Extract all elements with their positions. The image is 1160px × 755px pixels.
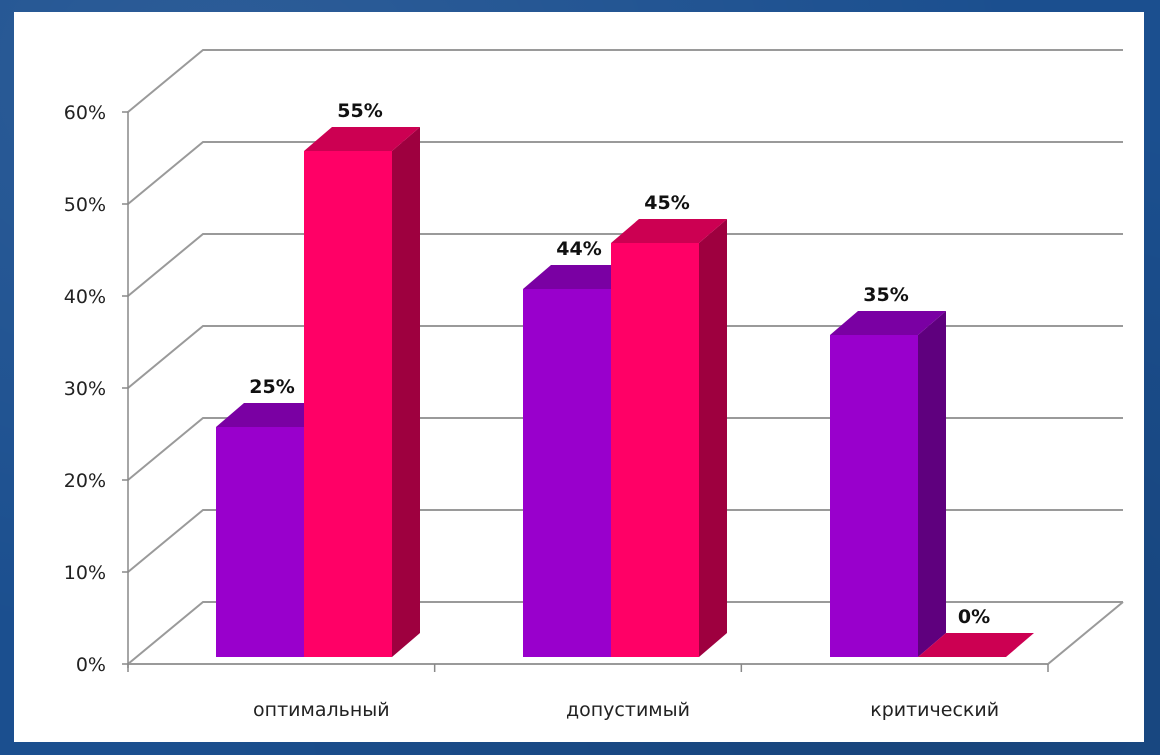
bar-top-1-0 [523, 265, 639, 289]
bar-1-0 [523, 289, 611, 657]
data-label: 35% [863, 284, 908, 306]
gridline [127, 417, 1123, 481]
gridline [127, 601, 1123, 665]
chart-panel: 0% 10% 20% 30% 40% 50% 60% 25% 55% оптимальный 44%… [14, 12, 1144, 742]
bar-2-0 [830, 335, 918, 657]
x-category-label: оптимальный [253, 699, 390, 721]
y-tick-label: 0% [76, 654, 106, 676]
bar-chart: 0% 10% 20% 30% 40% 50% 60% 25% 55% оптимальный 44%… [64, 49, 1124, 721]
gridline [127, 509, 1123, 573]
data-label: 0% [958, 606, 990, 628]
bar-0-0 [216, 427, 304, 657]
gridline [127, 141, 1123, 205]
bar-0-1 [304, 151, 392, 657]
gridline [127, 325, 1123, 389]
gridline [127, 49, 1123, 113]
bar-top-2-0 [830, 311, 946, 335]
bar-top-2-1 [918, 633, 1034, 657]
bar-top-1-1 [611, 219, 727, 243]
bar-side-0-1 [392, 127, 420, 657]
bar-side-1-1 [699, 219, 727, 657]
data-label: 25% [249, 376, 294, 398]
y-tick-label: 60% [64, 102, 106, 124]
y-tick-label: 40% [64, 286, 106, 308]
y-tick-label: 50% [64, 194, 106, 216]
x-category-label: допустимый [566, 699, 690, 721]
y-tick-label: 20% [64, 470, 106, 492]
bar-top-0-1 [304, 127, 420, 151]
bar-1-1 [611, 243, 699, 657]
x-category-label: критический [870, 699, 999, 721]
data-label: 55% [337, 100, 382, 122]
bar-top-0-0 [216, 403, 332, 427]
y-tick-label: 30% [64, 378, 106, 400]
y-tick-label: 10% [64, 562, 106, 584]
gridline [127, 233, 1123, 297]
data-label: 45% [644, 192, 689, 214]
bar-side-2-0 [918, 311, 946, 657]
data-label: 44% [556, 238, 601, 260]
